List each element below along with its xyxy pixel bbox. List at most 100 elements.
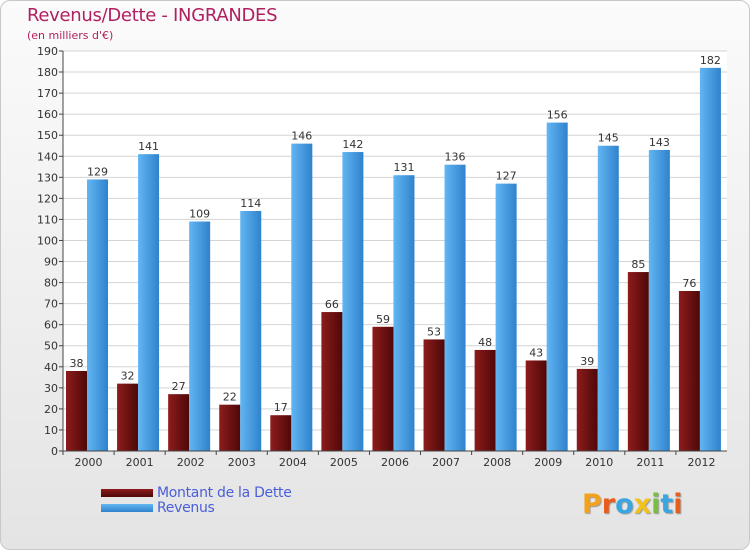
bar-dette [219, 404, 241, 451]
chart-subtitle: (en milliers d'€) [27, 29, 114, 42]
data-label: 53 [427, 325, 441, 338]
data-label: 143 [649, 136, 670, 149]
bar-dette [423, 339, 445, 451]
bar-dette [474, 349, 496, 451]
data-label: 127 [496, 170, 517, 183]
x-tick-label: 2000 [75, 456, 103, 469]
x-tick-label: 2003 [228, 456, 256, 469]
bar-revenus [699, 67, 721, 451]
y-tick-label: 30 [44, 382, 58, 395]
logo-letter: r [601, 489, 616, 520]
proxiti-logo: Proxiti [582, 489, 683, 520]
legend-label-revenus: Revenus [157, 500, 215, 516]
y-tick-label: 140 [37, 150, 58, 163]
bar-revenus [495, 183, 517, 451]
bar-revenus [240, 211, 262, 451]
data-label: 59 [376, 313, 390, 326]
bar-revenus [393, 175, 415, 452]
logo-letter: o [615, 489, 634, 520]
bar-dette [627, 272, 649, 451]
y-tick-label: 190 [37, 45, 58, 58]
y-tick-label: 120 [37, 192, 58, 205]
x-tick-label: 2010 [585, 456, 613, 469]
data-label: 131 [393, 161, 414, 174]
data-label: 39 [580, 355, 594, 368]
x-tick-label: 2004 [279, 456, 307, 469]
data-label: 76 [682, 277, 696, 290]
data-label: 43 [529, 346, 543, 359]
data-label: 182 [700, 54, 721, 67]
x-tick-label: 2007 [432, 456, 460, 469]
bar-revenus [138, 154, 160, 451]
data-label: 17 [274, 401, 288, 414]
y-tick-label: 50 [44, 340, 58, 353]
data-label: 129 [87, 165, 108, 178]
x-tick-labels: 2000 2001 2002 2003 2004 2005 2006 2007 2008 2009… [75, 456, 716, 469]
data-label: 27 [172, 380, 186, 393]
logo-letter: t [660, 489, 674, 520]
x-tick-label: 2006 [381, 456, 409, 469]
chart-title: Revenus/Dette - INGRANDES [27, 5, 278, 26]
data-label: 146 [291, 130, 312, 143]
y-tick-label: 90 [44, 256, 58, 269]
y-tick-label: 0 [51, 445, 58, 458]
bar-revenus [597, 145, 619, 451]
y-tick-labels: 0 10 20 30 40 50 60 70 80 90 100 110 120 130 140 150 160… [37, 45, 58, 458]
data-label: 141 [138, 140, 159, 153]
data-label: 48 [478, 336, 492, 349]
data-label: 114 [240, 197, 261, 210]
y-tick-label: 60 [44, 319, 58, 332]
data-label: 32 [121, 370, 135, 383]
bar-revenus [87, 179, 108, 451]
data-label: 109 [189, 208, 210, 221]
x-tick-label: 2009 [534, 456, 562, 469]
x-tick-label: 2012 [687, 456, 715, 469]
data-labels: 38 129 32 141 27 109 22 114 17 146 66 142 59 131 53 136… [70, 54, 721, 414]
logo-letter: x [633, 489, 652, 520]
bar-dette [321, 312, 343, 451]
x-tick-label: 2008 [483, 456, 511, 469]
data-label: 142 [342, 138, 363, 151]
logo-letter: i [651, 489, 661, 520]
bar-revenus [342, 152, 364, 452]
x-tick-label: 2005 [330, 456, 358, 469]
logo-letter: P [582, 489, 602, 520]
y-tick-label: 170 [37, 87, 58, 100]
data-label: 156 [547, 109, 568, 122]
bar-revenus [444, 164, 466, 451]
legend-swatch-dette [101, 489, 153, 497]
y-tick-label: 150 [37, 129, 58, 142]
bar-revenus [648, 149, 670, 451]
y-tick-label: 160 [37, 108, 58, 121]
bar-revenus [189, 221, 211, 451]
bar-dette [525, 360, 547, 451]
y-tick-label: 180 [37, 66, 58, 79]
y-tick-label: 100 [37, 234, 58, 247]
x-tick-label: 2002 [177, 456, 205, 469]
bar-dette [117, 383, 139, 451]
y-tick-label: 20 [44, 403, 58, 416]
data-label: 22 [223, 391, 237, 404]
legend-swatch-revenus [101, 504, 153, 512]
y-tick-label: 130 [37, 171, 58, 184]
bar-dette [270, 415, 292, 451]
y-tick-label: 40 [44, 361, 58, 374]
legend-label-dette: Montant de la Dette [157, 485, 292, 501]
y-tick-label: 70 [44, 298, 58, 311]
data-label: 145 [598, 132, 619, 145]
y-tick-label: 80 [44, 277, 58, 290]
y-tick-label: 10 [44, 424, 58, 437]
bar-dette [678, 291, 700, 451]
data-label: 85 [631, 258, 645, 271]
y-tick-label: 110 [37, 213, 58, 226]
bar-revenus [291, 143, 313, 451]
x-tick-label: 2011 [636, 456, 664, 469]
bar-revenus [546, 122, 568, 451]
bars [66, 67, 721, 452]
logo-letter: i [673, 489, 683, 520]
bar-dette [372, 326, 394, 451]
data-label: 38 [70, 357, 84, 370]
x-tick-label: 2001 [126, 456, 154, 469]
